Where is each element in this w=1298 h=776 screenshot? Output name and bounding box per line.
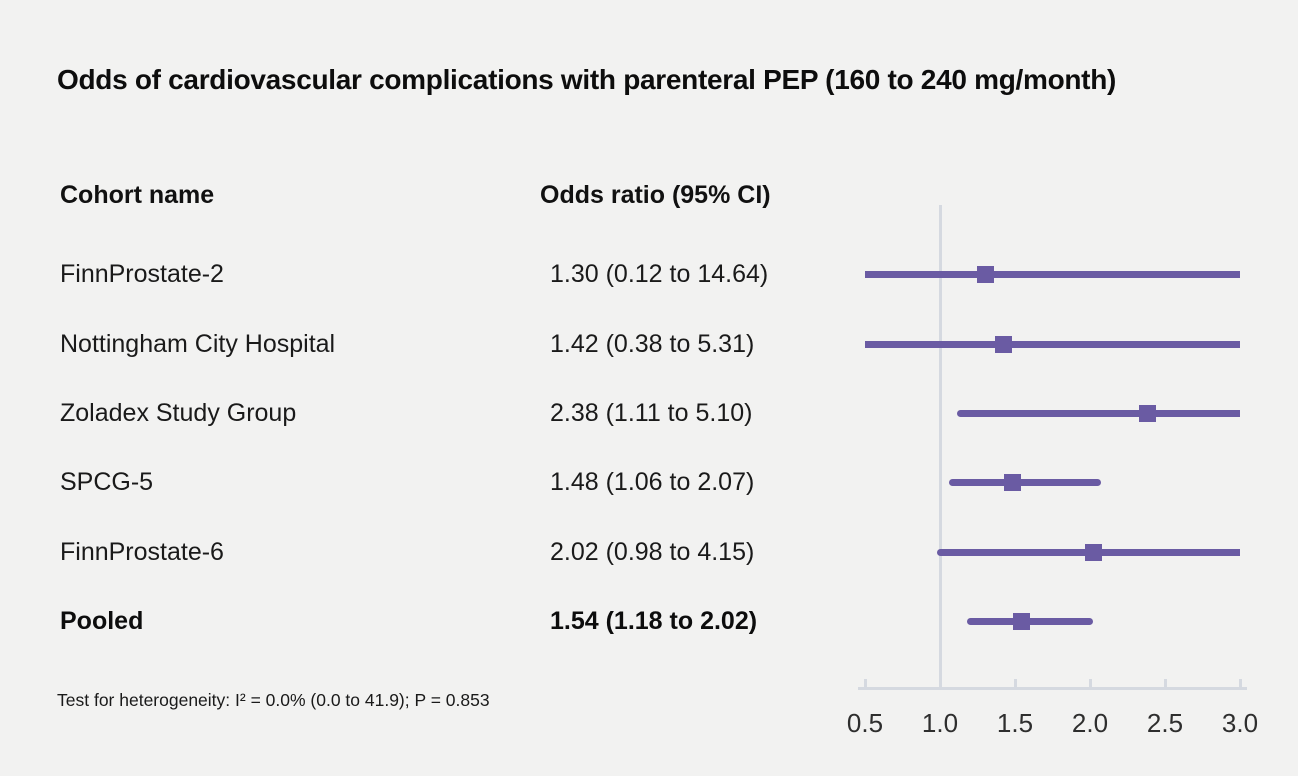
odds-ratio-value: 1.54 (1.18 to 2.02) [550,607,758,635]
ci-line [967,618,1093,625]
cohort-name: Pooled [60,607,144,635]
axis-tick-label: 2.0 [1071,708,1109,738]
heterogeneity-footnote: Test for heterogeneity: I² = 0.0% (0.0 t… [57,690,490,710]
cohort-name: SPCG-5 [60,468,154,496]
axis-tick [863,679,867,688]
axis-tick-label: 1.5 [996,708,1034,738]
ci-line [956,410,1240,417]
column-header-odds-ratio: Odds ratio (95% CI) [540,181,771,209]
or-marker [1003,473,1021,491]
axis-tick [1013,679,1017,688]
axis-tick [1088,679,1092,688]
ci-line [865,341,1240,348]
cohort-name: Nottingham City Hospital [60,330,336,358]
axis-tick [938,679,942,688]
ci-line [949,479,1101,486]
odds-ratio-value: 2.38 (1.11 to 5.10) [550,399,753,427]
reference-line-1 [938,205,942,690]
axis-tick [1238,679,1242,688]
axis-tick-label: 3.0 [1221,708,1259,738]
or-marker [1138,404,1156,422]
axis-tick-label: 2.5 [1146,708,1184,738]
odds-ratio-value: 1.42 (0.38 to 5.31) [550,330,755,358]
or-marker [976,265,994,283]
ci-line [865,271,1240,278]
axis-tick-label: 1.0 [921,708,959,738]
cohort-name: FinnProstate-6 [60,538,224,566]
axis-tick-label: 0.5 [846,708,884,738]
or-marker [1012,612,1030,630]
chart-title: Odds of cardiovascular complications wit… [57,64,1117,95]
odds-ratio-value: 1.30 (0.12 to 14.64) [550,260,769,288]
cohort-name: Zoladex Study Group [60,399,297,427]
odds-ratio-value: 1.48 (1.06 to 2.07) [550,468,755,496]
odds-ratio-value: 2.02 (0.98 to 4.15) [550,538,755,566]
column-header-cohort-name: Cohort name [60,181,215,209]
cohort-name: FinnProstate-2 [60,260,224,288]
x-axis-line [858,687,1247,690]
or-marker [994,335,1012,353]
or-marker [1084,543,1102,561]
axis-tick [1163,679,1167,688]
